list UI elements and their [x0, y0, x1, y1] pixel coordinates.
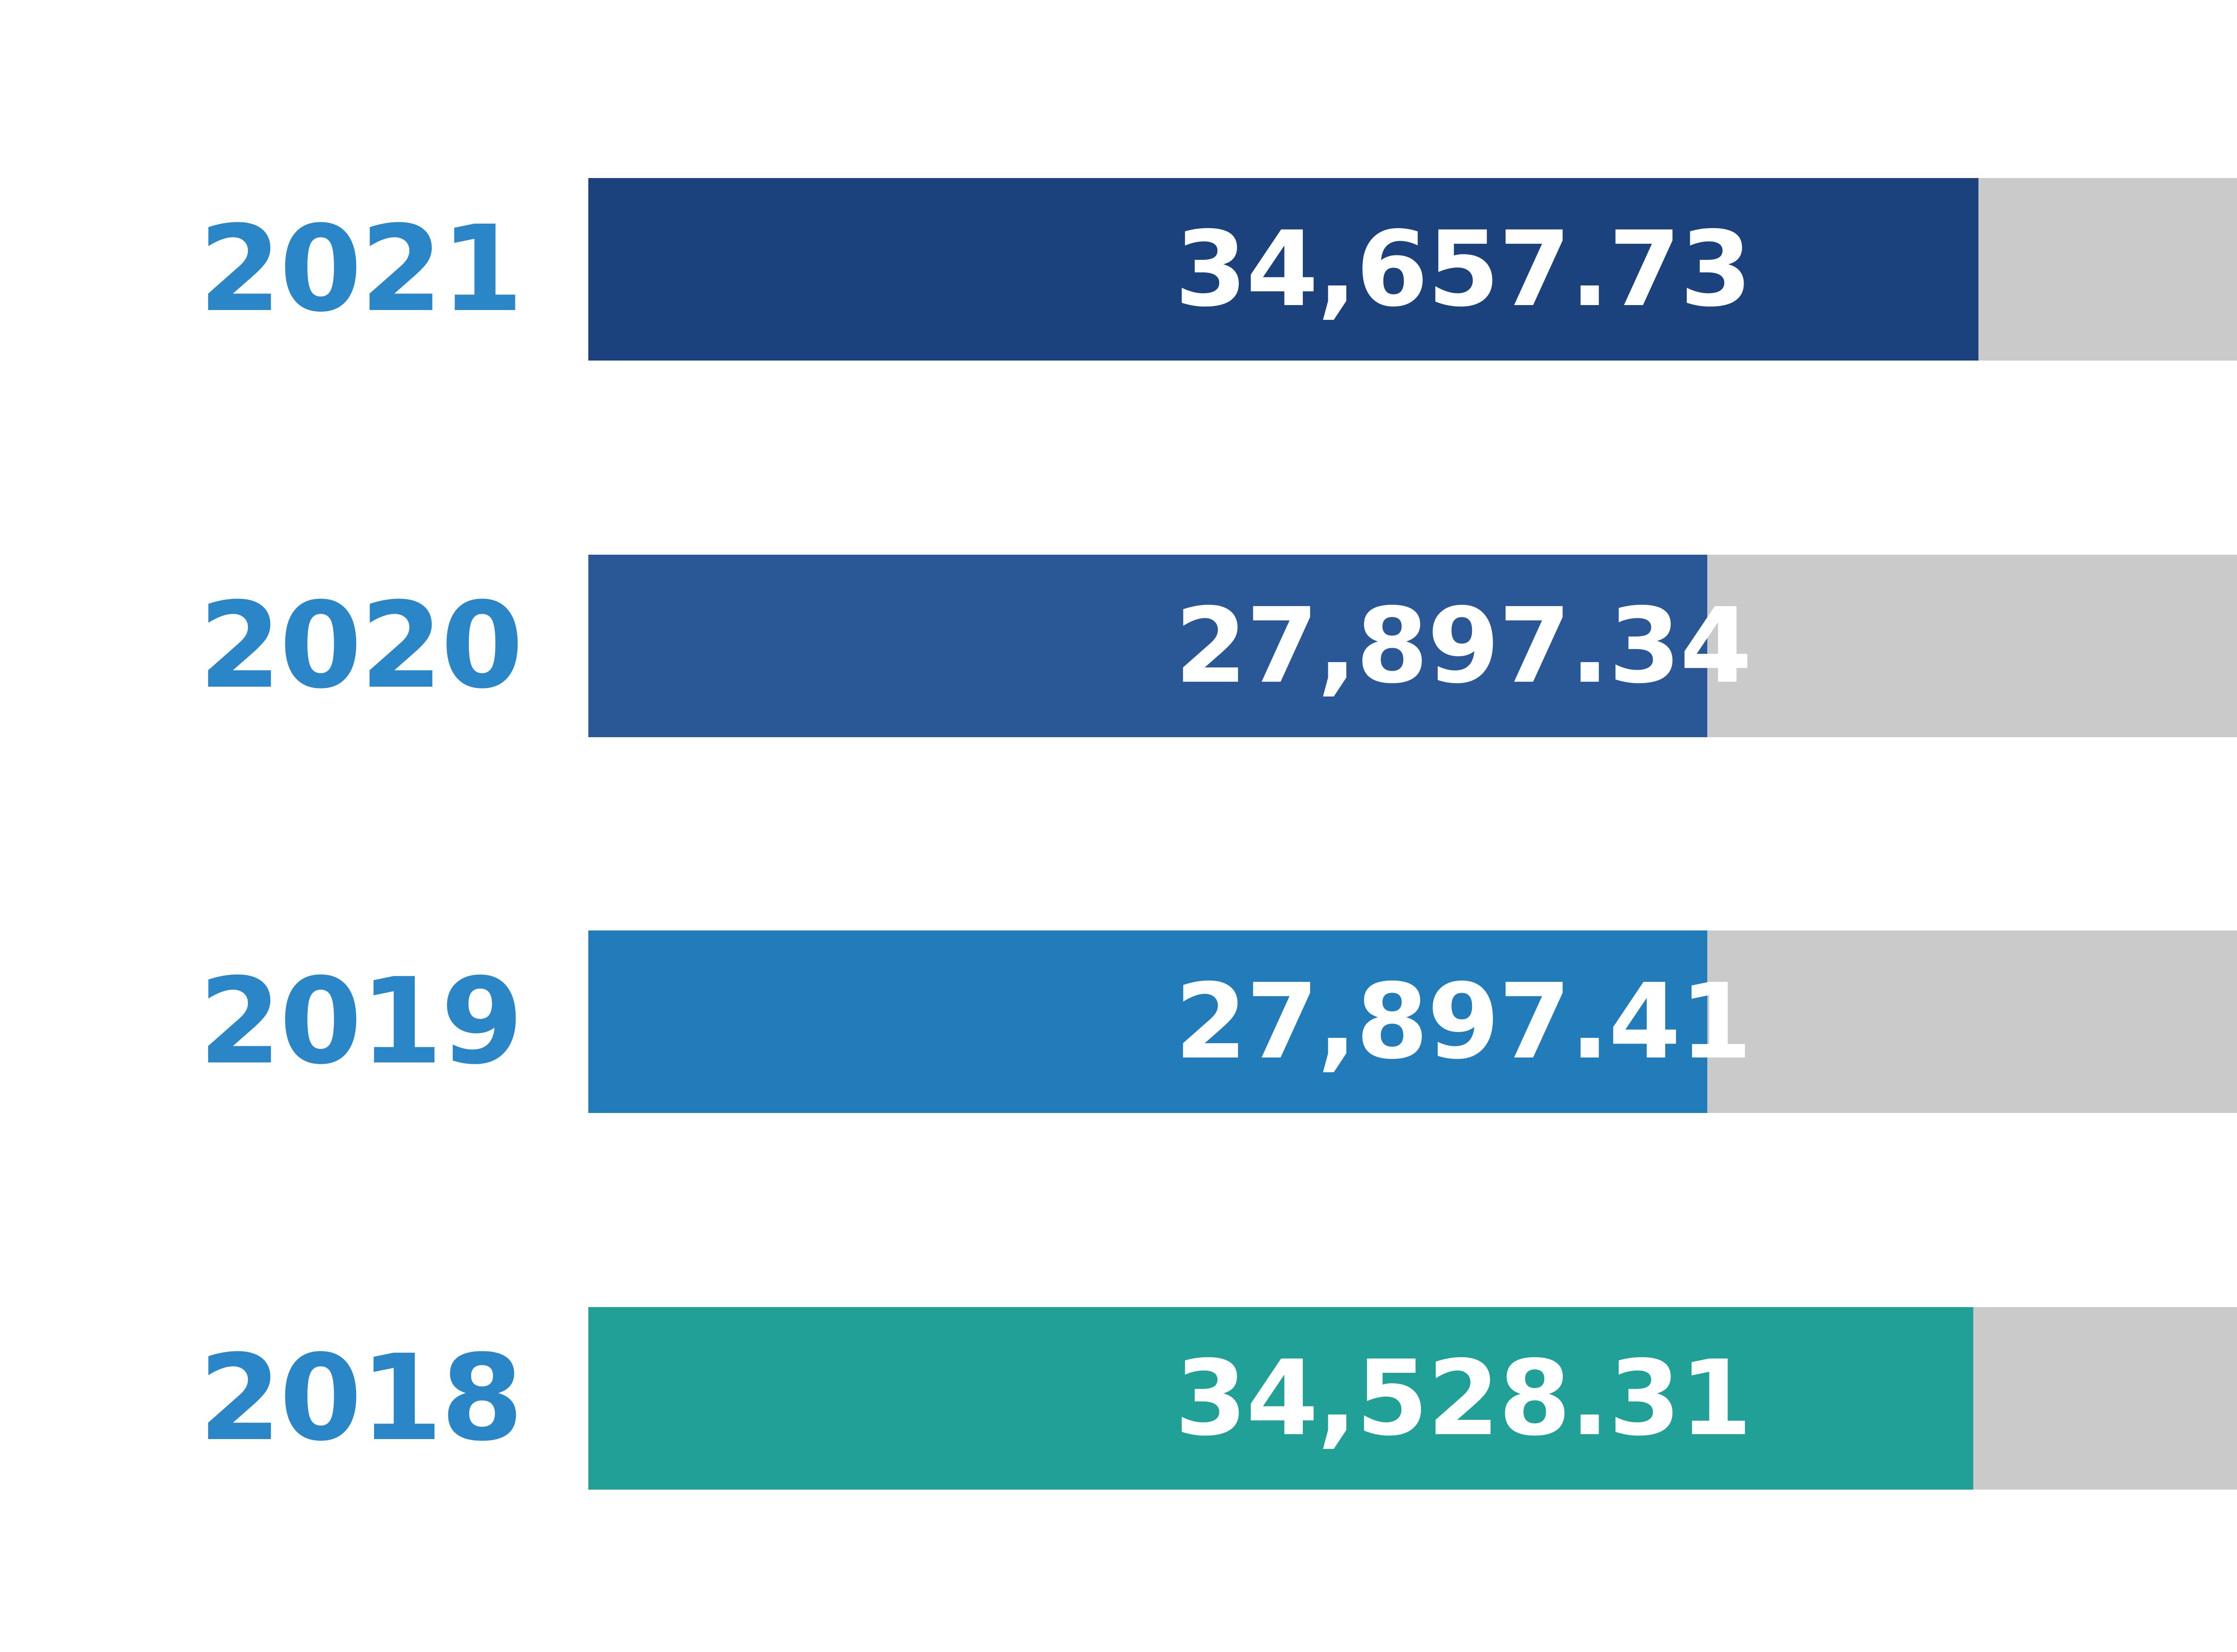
category-label-2019: 2019 — [199, 953, 522, 1091]
category-label-2021: 2021 — [199, 200, 522, 338]
value-label-2021: 34,657.73 — [1175, 209, 1751, 330]
bar-2020 — [588, 555, 1708, 737]
category-label-2020: 2020 — [199, 577, 522, 715]
bar-2021 — [588, 178, 1979, 361]
value-label-2019: 27,897.41 — [1175, 961, 1751, 1082]
value-label-2018: 34,528.31 — [1175, 1338, 1751, 1459]
value-label-2020: 27,897.34 — [1175, 586, 1751, 706]
category-label-2018: 2018 — [199, 1329, 522, 1467]
bar-2019 — [588, 930, 1708, 1113]
bar-2018 — [588, 1307, 1973, 1490]
